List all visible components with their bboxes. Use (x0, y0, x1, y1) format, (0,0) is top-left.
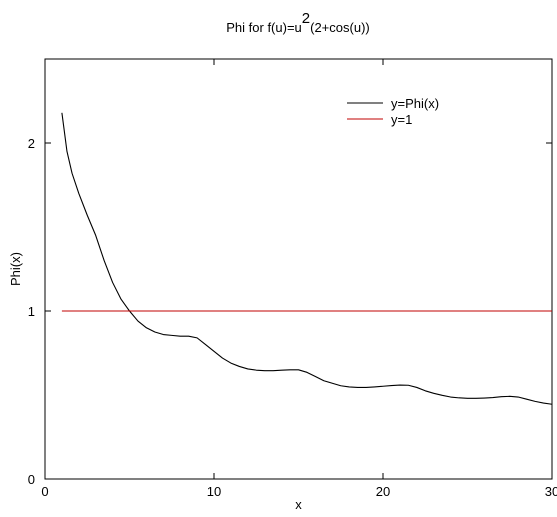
x-axis-label: x (295, 497, 302, 512)
chart-title: Phi for f(u)=u2(2+cos(u)) (226, 10, 369, 35)
y-axis-label: Phi(x) (8, 252, 23, 286)
x-tick-label: 10 (207, 484, 221, 499)
axis-ticks: 0 10 20 30 0 1 2 (28, 59, 557, 499)
chart-title-superscript: 2 (302, 10, 310, 27)
y-tick-label: 0 (28, 472, 35, 487)
legend-label-2: y=1 (391, 112, 412, 127)
chart-title-suffix: (2+cos(u)) (310, 20, 370, 35)
y-tick-label: 2 (28, 136, 35, 151)
legend: y=Phi(x)y=1 (347, 96, 439, 127)
x-tick-label: 30 (545, 484, 557, 499)
series-group (61, 112, 553, 405)
series-line-1 (61, 112, 553, 405)
y-tick-label: 1 (28, 304, 35, 319)
x-tick-label: 0 (41, 484, 48, 499)
x-tick-label: 20 (376, 484, 390, 499)
legend-label-1: y=Phi(x) (391, 96, 439, 111)
plot-frame (44, 58, 553, 480)
chart-title-prefix: Phi for f(u)=u (226, 20, 302, 35)
